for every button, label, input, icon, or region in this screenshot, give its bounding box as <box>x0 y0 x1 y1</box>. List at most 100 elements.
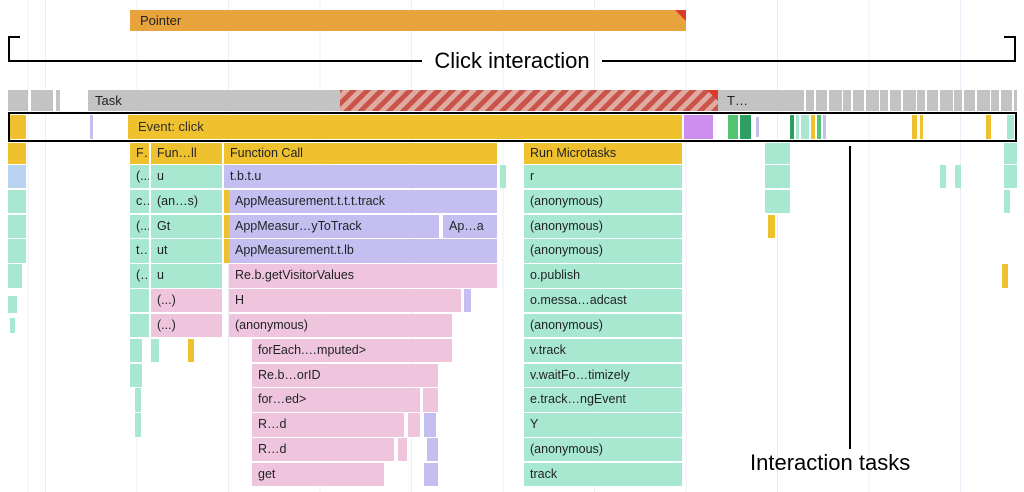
flame-bar[interactable]: t.b.t.u <box>224 165 497 189</box>
flame-bar[interactable] <box>130 289 149 313</box>
flame-bar[interactable] <box>130 338 142 363</box>
flame-bar[interactable] <box>408 413 420 437</box>
track-event-segment[interactable] <box>90 115 93 139</box>
flame-bar[interactable] <box>224 189 230 214</box>
flame-bar[interactable]: t…d <box>130 239 149 263</box>
flame-bar[interactable]: forEach.…mputed> <box>252 338 452 363</box>
track-event-segment[interactable] <box>8 296 17 313</box>
flame-bar[interactable] <box>398 438 407 462</box>
flame-bar[interactable] <box>423 388 438 412</box>
track-event-segment[interactable] <box>10 318 15 333</box>
track-event-segment[interactable] <box>740 115 751 139</box>
flame-bar[interactable]: Run Microtasks <box>524 143 682 164</box>
flame-bar[interactable]: Fun…ll <box>151 143 222 164</box>
pointer-interaction-bar[interactable]: Pointer <box>130 10 686 31</box>
flame-bar[interactable] <box>188 338 194 363</box>
flame-bar[interactable]: AppMeasurement.t.lb <box>229 239 497 263</box>
flame-bar[interactable] <box>424 413 436 437</box>
flame-bar[interactable]: (anonymous) <box>524 189 682 214</box>
flame-bar[interactable] <box>151 338 159 363</box>
flame-bar[interactable] <box>130 363 142 387</box>
flame-bar[interactable]: AppMeasurement.t.t.t.track <box>229 189 497 214</box>
flame-bar[interactable]: track <box>524 462 682 487</box>
flame-bar[interactable] <box>8 165 26 189</box>
flame-bar[interactable]: r <box>524 165 682 189</box>
flame-bar[interactable]: (anonymous) <box>524 214 682 238</box>
task-segment[interactable] <box>8 90 28 111</box>
flame-bar[interactable]: v.waitFo…timizely <box>524 363 682 387</box>
track-event-segment[interactable] <box>823 115 826 139</box>
task-segment[interactable] <box>56 90 60 111</box>
track-event-segment[interactable] <box>10 115 26 139</box>
flame-bar[interactable] <box>224 239 230 263</box>
flame-bar[interactable]: (...) <box>130 214 149 238</box>
flame-bar[interactable]: v.track <box>524 338 682 363</box>
flame-bar[interactable] <box>424 462 438 487</box>
track-event-segment[interactable] <box>920 115 923 139</box>
track-event-segment[interactable] <box>796 115 799 139</box>
track-event-segment[interactable] <box>756 117 759 137</box>
flame-bar[interactable] <box>765 189 790 214</box>
flame-bar[interactable] <box>8 189 26 214</box>
flame-bar[interactable]: Re.b…orID <box>252 363 438 387</box>
flame-bar[interactable]: e.track…ngEvent <box>524 388 682 412</box>
flame-bar[interactable]: (anonymous) <box>524 438 682 462</box>
flame-bar[interactable] <box>8 264 22 288</box>
track-event-segment[interactable] <box>811 115 815 139</box>
flame-bar[interactable]: Re.b.getVisitorValues <box>229 264 497 288</box>
flame-bar[interactable]: (...) <box>130 165 149 189</box>
track-event-segment[interactable] <box>801 115 809 139</box>
flame-bar[interactable]: o.messa…adcast <box>524 289 682 313</box>
flame-bar[interactable]: u <box>151 264 222 288</box>
flame-bar[interactable]: (anonymous) <box>524 313 682 338</box>
flame-bar[interactable]: R…d <box>252 438 394 462</box>
track-event-segment[interactable] <box>1007 115 1014 139</box>
task-segments-dense[interactable] <box>806 90 1017 111</box>
flame-bar[interactable] <box>1004 143 1017 164</box>
flame-bar[interactable] <box>135 413 141 437</box>
flame-bar[interactable]: (anonymous) <box>229 313 452 338</box>
flame-bar[interactable]: get <box>252 462 384 487</box>
flame-bar[interactable] <box>135 388 141 412</box>
flame-bar[interactable] <box>768 214 775 238</box>
flame-bar[interactable]: for…ed> <box>252 388 420 412</box>
flame-bar[interactable]: Y <box>524 413 682 437</box>
flame-bar[interactable]: (...) <box>151 313 222 338</box>
flame-bar[interactable] <box>1004 189 1010 214</box>
flame-bar[interactable]: AppMeasur…yToTrack <box>229 214 439 238</box>
flame-bar[interactable] <box>130 313 149 338</box>
flame-bar[interactable]: Ap…a <box>443 214 497 238</box>
track-event-segment[interactable] <box>790 115 794 139</box>
flame-bar[interactable]: H <box>229 289 461 313</box>
flame-bar[interactable] <box>500 165 506 189</box>
flame-bar[interactable] <box>224 214 230 238</box>
flame-bar[interactable]: o.publish <box>524 264 682 288</box>
task-segment[interactable] <box>31 90 53 111</box>
flame-bar[interactable]: Gt <box>151 214 222 238</box>
flame-bar[interactable]: F…l <box>130 143 149 164</box>
flame-bar[interactable] <box>8 239 26 263</box>
track-event-segment[interactable] <box>684 115 713 139</box>
flame-bar[interactable] <box>955 165 961 189</box>
flame-bar[interactable] <box>427 438 438 462</box>
flame-bar[interactable] <box>765 143 790 164</box>
flame-bar[interactable] <box>8 143 26 164</box>
task-bar[interactable]: Task T… <box>88 90 804 111</box>
flame-bar[interactable]: (...) <box>151 289 222 313</box>
flame-bar[interactable]: (anonymous) <box>524 239 682 263</box>
flame-bar[interactable]: c…d <box>130 189 149 214</box>
flame-bar[interactable]: (an…s) <box>151 189 222 214</box>
flame-bar[interactable] <box>1004 165 1017 189</box>
flame-bar[interactable] <box>8 214 26 238</box>
flame-bar[interactable]: R…d <box>252 413 404 437</box>
event-click-bar[interactable]: Event: click <box>128 115 682 139</box>
flame-bar[interactable]: (… <box>130 264 149 288</box>
track-event-segment[interactable] <box>817 115 821 139</box>
flame-bar[interactable] <box>765 165 790 189</box>
flame-bar[interactable]: u <box>151 165 222 189</box>
flame-bar[interactable] <box>940 165 946 189</box>
track-event-segment[interactable] <box>728 115 738 139</box>
flame-bar[interactable] <box>1002 264 1008 288</box>
flame-bar[interactable]: ut <box>151 239 222 263</box>
track-event-segment[interactable] <box>986 115 991 139</box>
